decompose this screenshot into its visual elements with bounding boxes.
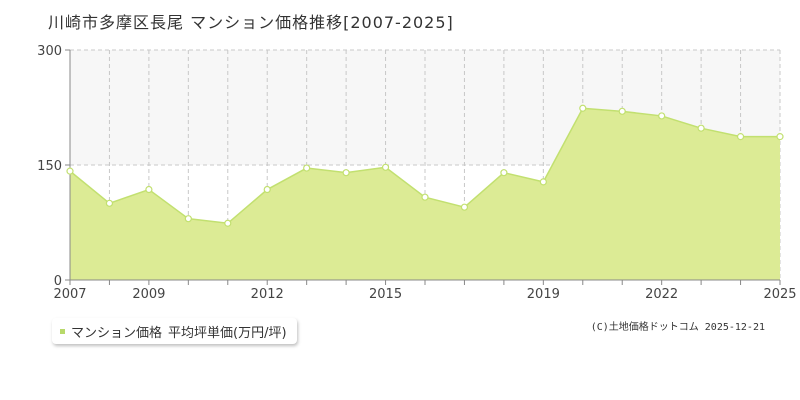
data-point bbox=[105, 199, 114, 207]
credit-text: (C)土地価格ドットコム 2025-12-21 bbox=[590, 322, 765, 333]
data-point bbox=[224, 219, 232, 227]
x-tick-label: 2007 bbox=[53, 287, 86, 302]
x-tick-label: 2012 bbox=[251, 287, 284, 302]
data-point bbox=[381, 163, 390, 171]
x-tick-label: 2015 bbox=[369, 287, 402, 302]
legend-unit-label: 平均坪単価(万円/坪) bbox=[168, 325, 287, 341]
chart-title: 川崎市多摩区長尾 マンション価格推移[2007-2025] bbox=[48, 13, 454, 32]
x-tick-label: 2019 bbox=[527, 287, 560, 302]
data-point bbox=[184, 215, 192, 223]
data-point bbox=[618, 107, 626, 115]
y-tick-label: 300 bbox=[37, 44, 62, 59]
data-point bbox=[303, 164, 311, 172]
data-point bbox=[579, 104, 587, 112]
x-tick-label: 2009 bbox=[132, 287, 165, 302]
y-tick-label: 0 bbox=[54, 274, 62, 289]
legend-swatch bbox=[60, 328, 65, 334]
data-point bbox=[342, 169, 350, 177]
data-point bbox=[776, 133, 784, 141]
x-tick-label: 2025 bbox=[763, 287, 796, 302]
legend: マンション価格 平均坪単価(万円/坪) bbox=[52, 318, 297, 344]
x-tick-label: 2022 bbox=[645, 287, 678, 302]
data-point bbox=[658, 112, 666, 120]
data-point bbox=[66, 167, 74, 175]
data-point bbox=[736, 133, 745, 141]
data-point bbox=[263, 185, 271, 194]
data-point bbox=[145, 185, 153, 194]
data-point bbox=[460, 203, 469, 211]
series-area bbox=[70, 108, 780, 281]
data-point bbox=[421, 193, 429, 201]
data-point bbox=[539, 178, 547, 186]
data-point bbox=[500, 169, 508, 177]
data-point bbox=[697, 124, 705, 132]
y-tick-label: 150 bbox=[37, 159, 62, 174]
legend-series-label: マンション価格 bbox=[71, 325, 163, 341]
